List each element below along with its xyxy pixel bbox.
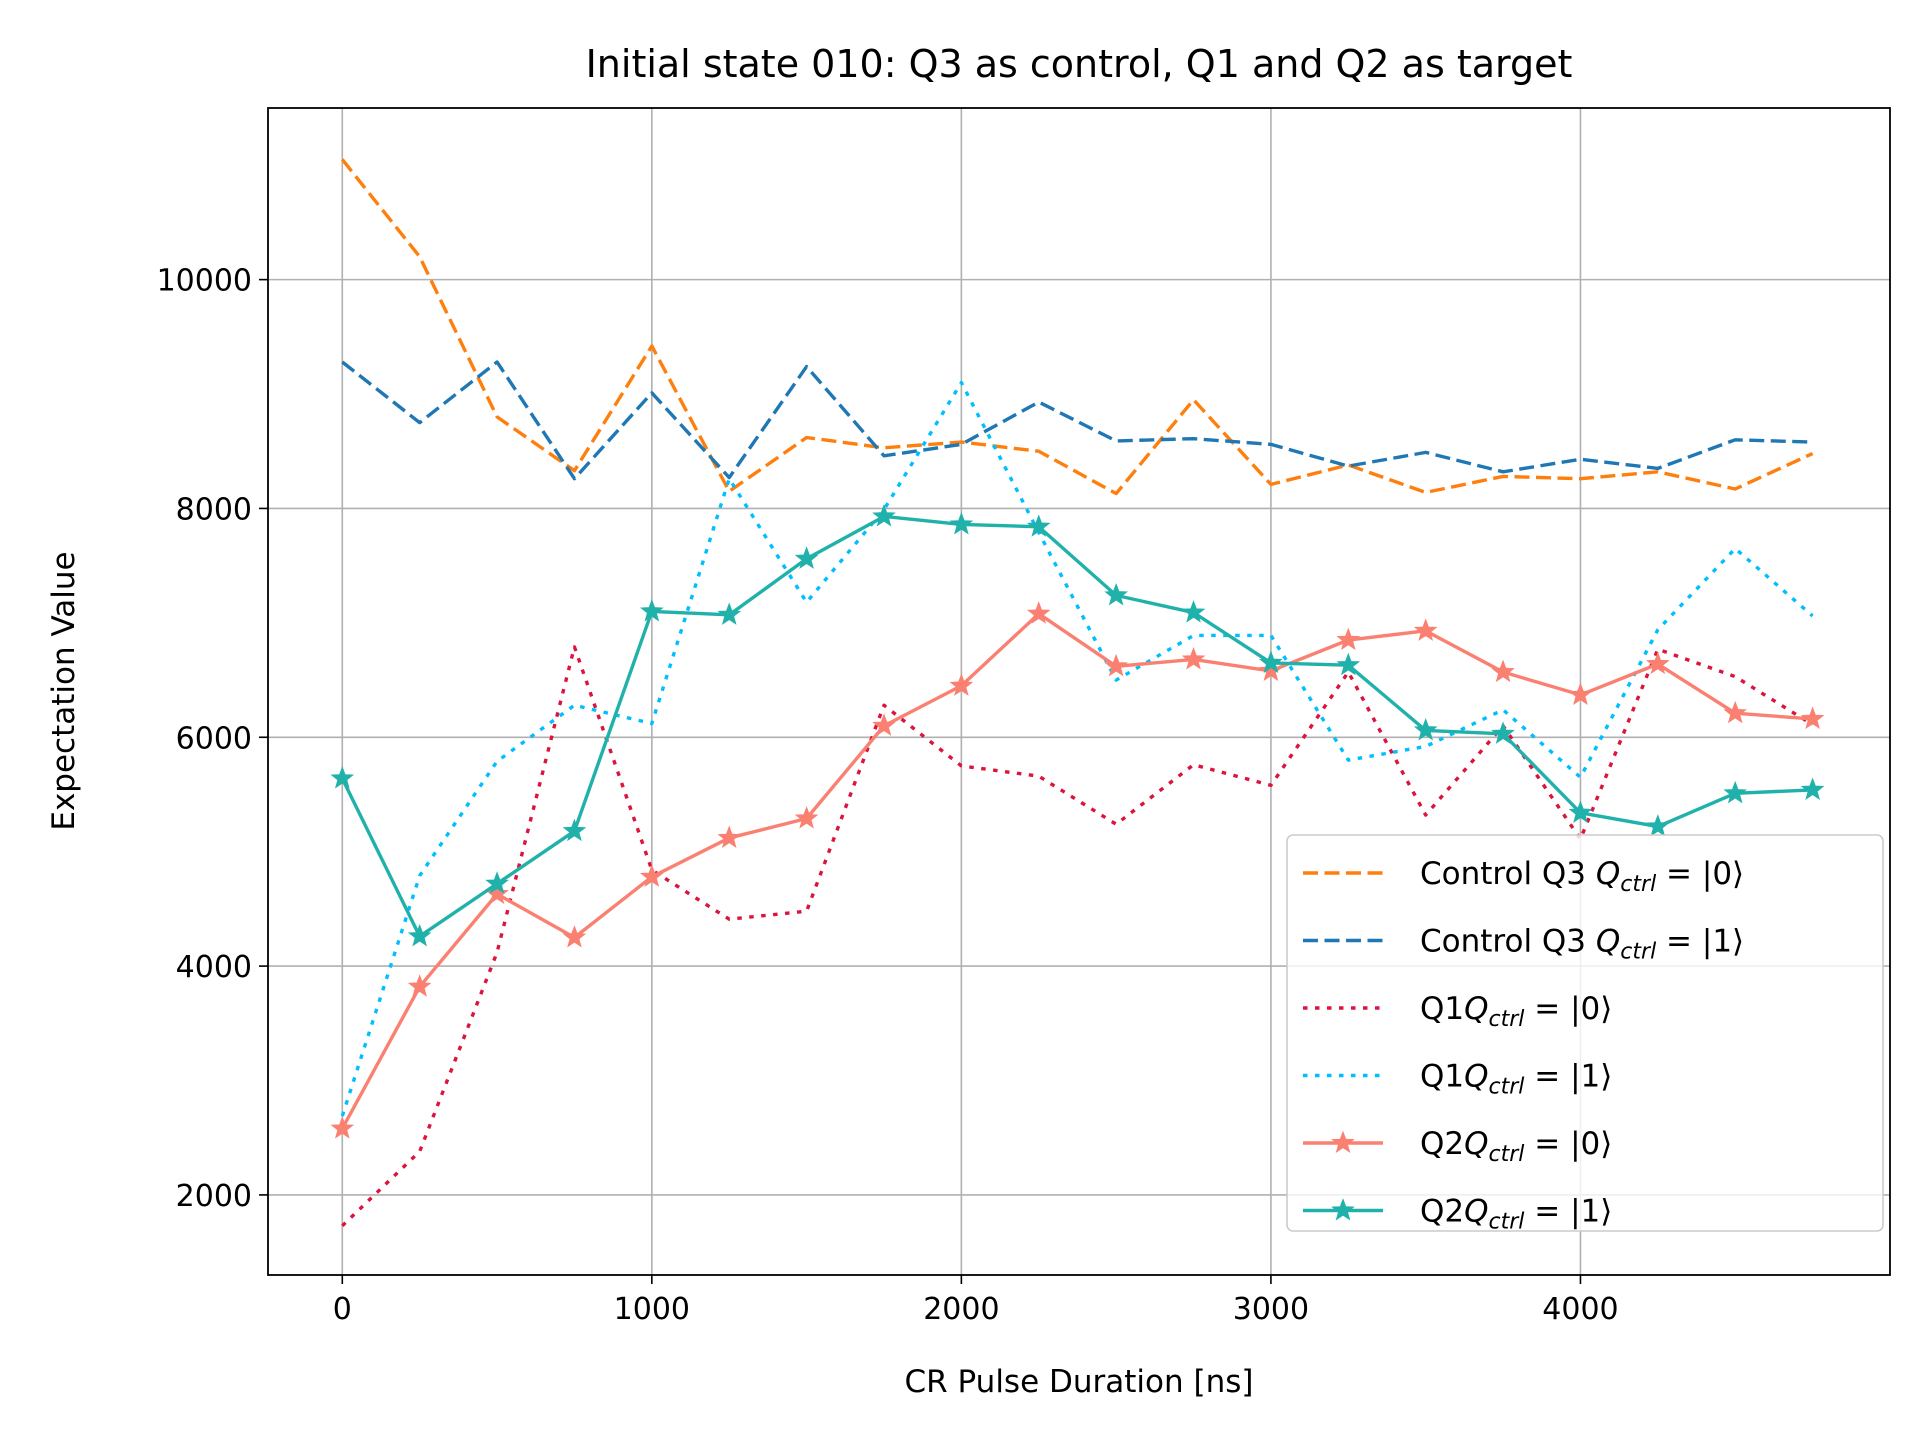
x-tick-label: 3000 [1233, 1292, 1309, 1327]
data-point [1336, 652, 1361, 676]
series-6 [330, 504, 1825, 947]
data-point [1568, 682, 1593, 705]
data-point [717, 825, 742, 849]
legend-item: Q1Qctrl = |0⟩ [1303, 991, 1612, 1032]
data-point [1259, 658, 1283, 681]
legend: Control Q3 Qctrl = |0⟩ Control Q3 Qctrl =… [1286, 834, 1884, 1235]
y-tick-label: 2000 [176, 1179, 252, 1214]
y-tick-label: 8000 [176, 492, 252, 527]
data-point [1181, 647, 1206, 670]
data-point [1646, 814, 1670, 837]
series-line [340, 612, 1813, 1130]
legend-item: Q1Qctrl = |1⟩ [1303, 1059, 1612, 1100]
legend-label: Q1Qctrl = |0⟩ [1420, 991, 1612, 1032]
series-1 [340, 158, 1814, 496]
data-point [1646, 651, 1670, 675]
x-axis-label: CR Pulse Duration [ns] [904, 1364, 1253, 1400]
legend-item: Q2Qctrl = |0⟩ [1303, 1126, 1612, 1167]
data-point [1336, 627, 1361, 651]
data-point [1568, 800, 1593, 823]
y-tick-label: 4000 [176, 950, 252, 985]
data-point [330, 1116, 355, 1139]
data-point [485, 871, 509, 894]
data-point [407, 923, 432, 947]
data-point [1413, 618, 1438, 641]
data-point [330, 766, 355, 789]
series-line [341, 645, 1814, 1228]
data-point [1800, 777, 1825, 800]
legend-item: Control Q3 Qctrl = |0⟩ [1303, 856, 1744, 897]
data-point [562, 925, 587, 948]
series-2 [341, 360, 1813, 481]
x-tick-label: 2000 [923, 1292, 999, 1327]
data-point [640, 598, 664, 622]
data-point [1181, 600, 1206, 623]
data-point [872, 713, 896, 736]
legend-label: Q2Qctrl = |0⟩ [1420, 1126, 1612, 1167]
data-point [794, 546, 819, 569]
data-point [1104, 653, 1128, 677]
data-point [949, 512, 974, 535]
data-point [1491, 659, 1515, 683]
y-tick-label: 6000 [176, 721, 252, 756]
legend-label: Q2Qctrl = |1⟩ [1420, 1194, 1612, 1235]
data-point [562, 818, 587, 842]
y-tick-label: 10000 [157, 264, 252, 299]
data-point [1413, 717, 1438, 741]
legend-item: Q2Qctrl = |1⟩ [1303, 1194, 1612, 1235]
legend-box [1286, 834, 1884, 1232]
series-4 [340, 380, 1814, 1117]
legend-label: Control Q3 Qctrl = |0⟩ [1420, 856, 1744, 897]
series-layer [330, 158, 1825, 1228]
chart-title: Initial state 010: Q3 as control, Q1 and… [586, 42, 1573, 86]
series-5 [330, 601, 1825, 1139]
series-line [341, 360, 1813, 481]
data-point [1104, 582, 1128, 606]
data-point [717, 602, 742, 625]
plot-frame [267, 107, 1891, 1276]
data-point [1491, 721, 1515, 744]
data-point [640, 864, 664, 887]
data-point [1259, 650, 1283, 673]
x-tick-label: 4000 [1542, 1292, 1618, 1327]
data-point [1723, 780, 1748, 804]
legend-marker [1331, 1130, 1355, 1154]
ticks: 0 1000 2000 3000 4000 2000 4000 6000 8000 10000 [157, 264, 1619, 1327]
legend-marker [1331, 1198, 1355, 1221]
legend-label: Q1Qctrl = |1⟩ [1420, 1059, 1612, 1100]
y-axis-label: Expectation Value [46, 551, 82, 830]
legend-label: Control Q3 Qctrl = |1⟩ [1420, 924, 1744, 965]
x-tick-label: 0 [333, 1292, 352, 1327]
data-point [794, 806, 819, 829]
legend-item: Control Q3 Qctrl = |1⟩ [1303, 924, 1744, 965]
data-point [1723, 700, 1748, 724]
series-line [340, 380, 1814, 1117]
data-point [407, 974, 432, 997]
data-point [1026, 514, 1051, 537]
series-line [340, 158, 1814, 496]
series-3 [341, 645, 1814, 1228]
x-tick-label: 1000 [614, 1292, 690, 1327]
data-point [949, 673, 974, 696]
data-point [872, 504, 896, 527]
data-point [1800, 706, 1825, 730]
data-point [1026, 601, 1051, 624]
series-line [340, 514, 1813, 939]
